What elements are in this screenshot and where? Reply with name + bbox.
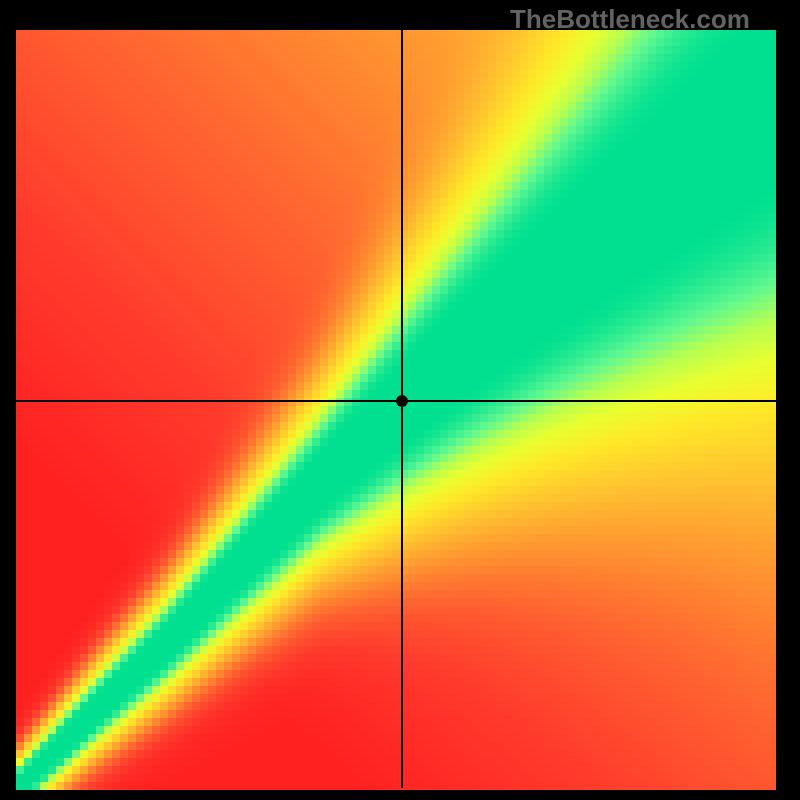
watermark: TheBottleneck.com xyxy=(510,4,750,35)
bottleneck-heatmap xyxy=(0,0,800,800)
